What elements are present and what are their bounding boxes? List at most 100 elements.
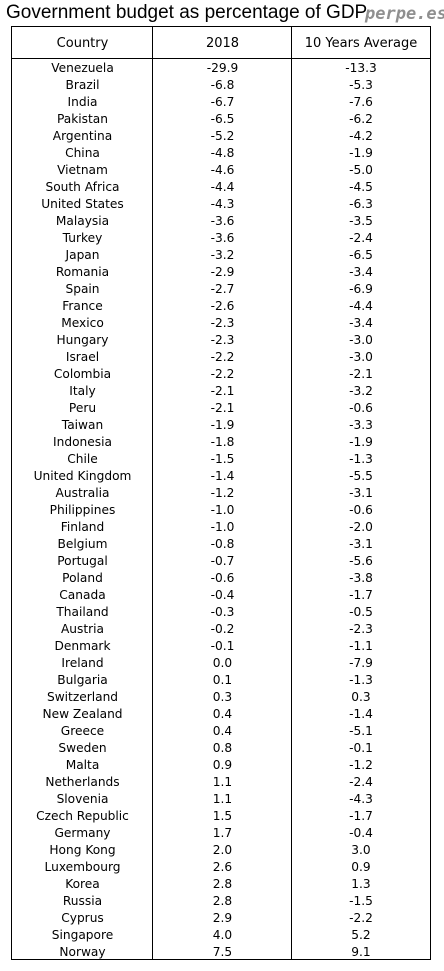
country-cell: Venezuela <box>51 61 114 75</box>
ten-year-average-cell: -6.5 <box>349 248 373 262</box>
table-row: United Kingdom -1.4 -5.5 <box>12 468 430 485</box>
value-2018-cell: -1.0 <box>210 503 235 517</box>
value-2018-cell: -3.6 <box>210 214 235 228</box>
table-row: Ireland 0.0 -7.9 <box>12 655 430 672</box>
country-cell: Germany <box>54 826 111 840</box>
value-2018-cell: -0.2 <box>210 622 235 636</box>
ten-year-average-cell: -1.3 <box>349 673 373 687</box>
table-row: Colombia -2.2 -2.1 <box>12 366 430 383</box>
ten-year-average-cell: -3.1 <box>349 537 373 551</box>
table-row: Korea 2.8 1.3 <box>12 876 430 893</box>
ten-year-average-cell: -5.3 <box>349 78 373 92</box>
header-2018: 2018 <box>205 36 240 51</box>
ten-year-average-cell: -0.4 <box>349 826 373 840</box>
table-row: Singapore 4.0 5.2 <box>12 927 430 944</box>
table-row: Australia -1.2 -3.1 <box>12 485 430 502</box>
value-2018-cell: -4.4 <box>210 180 235 194</box>
country-cell: Italy <box>69 384 96 398</box>
table-row: Germany 1.7 -0.4 <box>12 825 430 842</box>
ten-year-average-cell: -3.2 <box>349 384 373 398</box>
ten-year-average-cell: -7.6 <box>349 95 373 109</box>
country-cell: Czech Republic <box>36 809 129 823</box>
value-2018-cell: -0.4 <box>210 588 235 602</box>
value-2018-cell: -1.0 <box>210 520 235 534</box>
country-cell: Spain <box>65 282 100 296</box>
ten-year-average-cell: -3.0 <box>349 350 373 364</box>
table-row: Sweden 0.8 -0.1 <box>12 740 430 757</box>
ten-year-average-cell: -1.9 <box>349 146 373 160</box>
country-cell: Finland <box>60 520 105 534</box>
table-row: Romania -2.9 -3.4 <box>12 264 430 281</box>
country-cell: Belgium <box>57 537 108 551</box>
value-2018-cell: -5.2 <box>210 129 235 143</box>
ten-year-average-cell: 0.9 <box>351 860 371 874</box>
value-2018-cell: -6.8 <box>210 78 235 92</box>
country-cell: Korea <box>65 877 100 891</box>
ten-year-average-cell: -1.3 <box>349 452 373 466</box>
value-2018-cell: 0.9 <box>212 758 233 772</box>
table-row: Slovenia 1.1 -4.3 <box>12 791 430 808</box>
country-cell: Hungary <box>56 333 109 347</box>
column-divider-1 <box>152 27 153 959</box>
table-row: Brazil -6.8 -5.3 <box>12 77 430 94</box>
country-cell: New Zealand <box>42 707 123 721</box>
value-2018-cell: -2.3 <box>210 333 235 347</box>
table-row: Taiwan -1.9 -3.3 <box>12 417 430 434</box>
value-2018-cell: -1.2 <box>210 486 235 500</box>
ten-year-average-cell: 5.2 <box>351 928 371 942</box>
country-cell: Slovenia <box>56 792 109 806</box>
value-2018-cell: 0.8 <box>212 741 233 755</box>
ten-year-average-cell: -4.5 <box>349 180 373 194</box>
value-2018-cell: 0.3 <box>212 690 233 704</box>
ten-year-average-cell: -0.5 <box>349 605 373 619</box>
country-cell: Chile <box>67 452 98 466</box>
ten-year-average-cell: -5.0 <box>349 163 373 177</box>
ten-year-average-cell: 9.1 <box>351 945 371 959</box>
table-row: Denmark -0.1 -1.1 <box>12 638 430 655</box>
ten-year-average-cell: -3.1 <box>349 486 373 500</box>
value-2018-cell: -4.6 <box>210 163 235 177</box>
table-row: Netherlands 1.1 -2.4 <box>12 774 430 791</box>
value-2018-cell: -0.8 <box>210 537 235 551</box>
country-cell: Switzerland <box>46 690 119 704</box>
country-cell: Hong Kong <box>49 843 116 857</box>
value-2018-cell: 1.7 <box>212 826 233 840</box>
table-row: Venezuela -29.9 -13.3 <box>12 60 430 77</box>
country-cell: Malaysia <box>55 214 110 228</box>
ten-year-average-cell: -0.6 <box>349 503 373 517</box>
ten-year-average-cell: -3.4 <box>349 265 373 279</box>
value-2018-cell: -4.3 <box>210 197 235 211</box>
ten-year-average-cell: -6.9 <box>349 282 373 296</box>
country-cell: Israel <box>65 350 100 364</box>
country-cell: Greece <box>60 724 105 738</box>
country-cell: Ireland <box>61 656 104 670</box>
table-row: Portugal -0.7 -5.6 <box>12 553 430 570</box>
ten-year-average-cell: -1.2 <box>349 758 373 772</box>
country-cell: South Africa <box>45 180 120 194</box>
header-country: Country <box>56 36 109 51</box>
country-cell: Austria <box>60 622 105 636</box>
table-row: Hong Kong 2.0 3.0 <box>12 842 430 859</box>
country-cell: Peru <box>68 401 97 415</box>
country-cell: India <box>67 95 98 109</box>
value-2018-cell: 1.1 <box>212 792 233 806</box>
table-row: Italy -2.1 -3.2 <box>12 383 430 400</box>
ten-year-average-cell: -13.3 <box>345 61 377 75</box>
value-2018-cell: -1.9 <box>210 418 235 432</box>
country-cell: Taiwan <box>61 418 104 432</box>
country-cell: United States <box>41 197 124 211</box>
value-2018-cell: 7.5 <box>212 945 233 959</box>
country-cell: China <box>65 146 100 160</box>
country-cell: Netherlands <box>45 775 120 789</box>
value-2018-cell: 0.4 <box>212 724 233 738</box>
value-2018-cell: -0.3 <box>210 605 235 619</box>
ten-year-average-cell: -1.4 <box>349 707 373 721</box>
ten-year-average-cell: -5.5 <box>349 469 373 483</box>
ten-year-average-cell: -1.5 <box>349 894 373 908</box>
table-row: France -2.6 -4.4 <box>12 298 430 315</box>
table-row: Spain -2.7 -6.9 <box>12 281 430 298</box>
table-row: Poland -0.6 -3.8 <box>12 570 430 587</box>
column-divider-2 <box>291 27 292 959</box>
country-cell: Philippines <box>49 503 116 517</box>
value-2018-cell: -2.2 <box>210 367 235 381</box>
